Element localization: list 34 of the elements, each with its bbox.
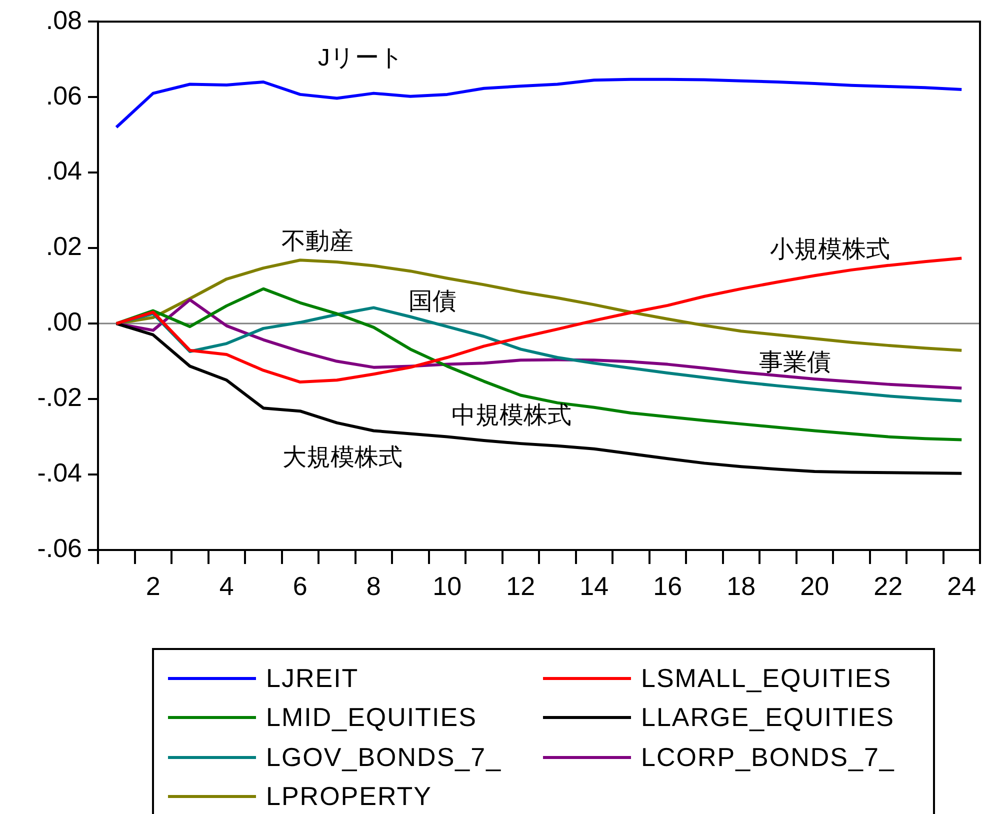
- x-tick-label: 16: [653, 570, 682, 601]
- annotation: 小規模株式: [770, 236, 890, 264]
- legend-label: LMID_EQUITIES: [266, 702, 477, 733]
- x-tick-label: 6: [292, 570, 308, 601]
- x-tick-label: 12: [506, 570, 536, 601]
- x-tick-label: 20: [800, 570, 830, 601]
- x-tick-label: 14: [580, 570, 609, 601]
- legend-label: LSMALL_EQUITIES: [641, 662, 892, 694]
- x-tick-label: 10: [432, 570, 462, 601]
- y-tick-label: .08: [46, 4, 82, 35]
- annotation: Jリート: [318, 44, 404, 72]
- x-tick-label: 22: [874, 570, 903, 601]
- annotation: 不動産: [282, 228, 354, 256]
- annotation: 事業債: [758, 349, 831, 376]
- y-tick-label: .02: [46, 231, 82, 262]
- y-tick-label: .00: [46, 306, 82, 337]
- x-tick-label: 8: [366, 570, 381, 601]
- y-tick-label: -.04: [37, 458, 82, 488]
- legend-label: LCORP_BONDS_7_: [641, 742, 895, 772]
- annotation: 大規模株式: [282, 444, 402, 472]
- x-tick-label: 24: [947, 570, 976, 601]
- y-tick-label: -.06: [37, 533, 82, 564]
- legend-label: LPROPERTY: [266, 781, 432, 812]
- legend-label: LJREIT: [266, 662, 359, 694]
- annotation: 国債: [408, 288, 456, 315]
- legend-label: LGOV_BONDS_7_: [266, 742, 502, 772]
- y-tick-label: .06: [46, 80, 82, 110]
- legend-label: LLARGE_EQUITIES: [641, 702, 894, 733]
- y-tick-label: .04: [46, 156, 82, 186]
- x-tick-label: 2: [146, 570, 160, 601]
- x-tick-label: 4: [219, 570, 234, 601]
- x-tick-label: 18: [726, 570, 756, 601]
- annotation: 中規模株式: [452, 402, 572, 429]
- y-tick-label: -.02: [37, 382, 82, 412]
